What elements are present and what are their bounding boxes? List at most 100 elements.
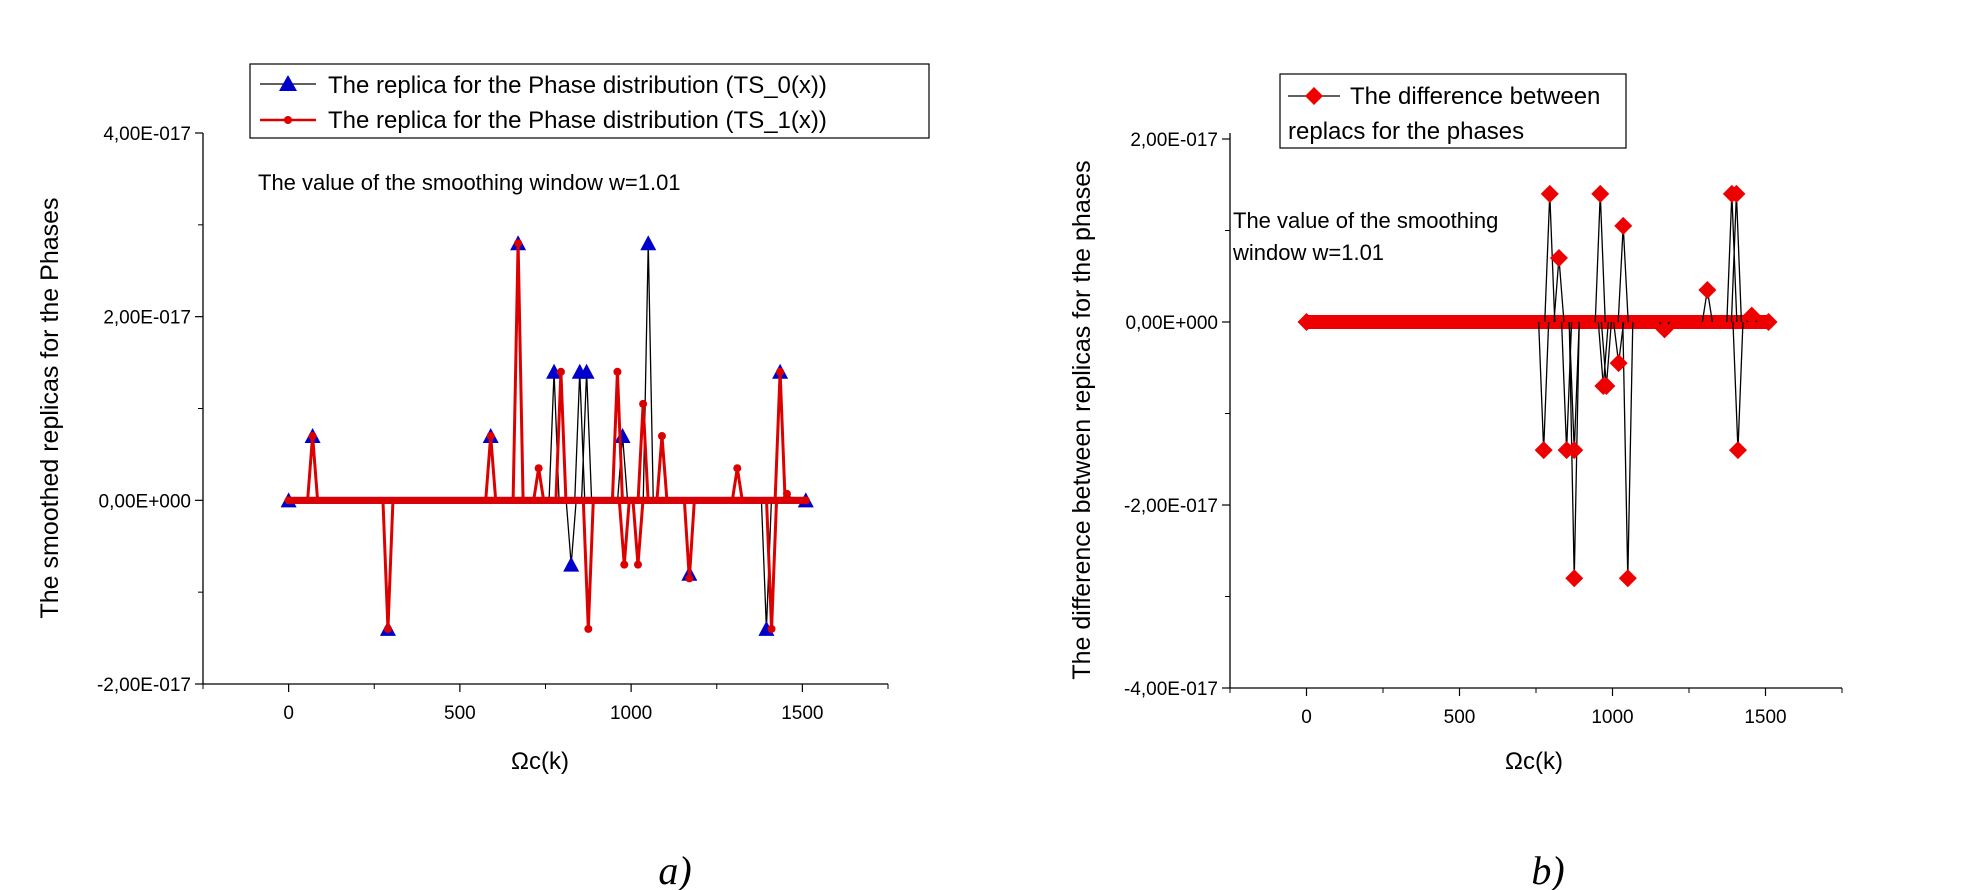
chart-b-x-tick-label: 500 — [1444, 707, 1476, 728]
chart-a-series-1-spike — [631, 500, 645, 565]
chart-b-series-0 — [1297, 184, 1778, 588]
chart-b-y-tick-label: -4,00E-017 — [1124, 679, 1218, 700]
chart-b-series-0-spike — [1732, 321, 1744, 451]
chart-a-y-tick-label: -2,00E-017 — [97, 675, 191, 696]
chart-a-series-1-spike — [655, 435, 669, 501]
chart-a-series-0-point — [546, 363, 563, 379]
panel-label-a: a) — [658, 848, 691, 890]
chart-b-y-label: The difference between replicas for the … — [1068, 160, 1096, 679]
chart-b-legend-box — [1279, 73, 1627, 149]
chart-a-x-tick-label: 1000 — [610, 703, 652, 724]
chart-b-series-0-point — [1618, 569, 1637, 588]
chart-b-x-tick-label: 1500 — [1744, 707, 1786, 728]
chart-a-series-1-spike — [306, 435, 320, 501]
chart-b-series-0-point — [1698, 280, 1717, 299]
chart-a-series-0-spike — [574, 371, 586, 501]
chart-a-series-1-spike — [617, 500, 631, 565]
chart-a-series-1-point — [308, 432, 317, 441]
chart-a-series-1-spike — [511, 243, 525, 501]
chart-a-series-1-point — [782, 489, 791, 498]
chart-b-y-tick-label: -2,00E-017 — [1124, 496, 1218, 517]
chart-a-series-1 — [284, 239, 810, 633]
chart-b-series-0-point — [1609, 354, 1628, 373]
chart-a-x-label: Ωc(k) — [511, 748, 569, 775]
chart-b-series-0-point — [1565, 569, 1584, 588]
chart-b-series-0-point — [1759, 313, 1778, 331]
chart-a-series-1-spike — [610, 371, 624, 501]
chart-a-series-1-point — [801, 496, 810, 505]
chart-b-series-0-point — [1742, 306, 1761, 325]
chart-b-series-0-point — [1565, 441, 1584, 460]
chart-a-series-1-point — [486, 432, 495, 441]
chart-a-legend-marker-1 — [279, 75, 297, 91]
chart-b-legend-label-line-2: replacs for the phases — [1288, 118, 1524, 145]
chart-a-series-0-point — [563, 556, 580, 572]
chart-a-series-0-point — [640, 235, 657, 251]
chart-a-series-1-point — [767, 624, 776, 633]
chart-a-axes — [202, 133, 888, 685]
chart-b-legend-label-line-1: The difference between — [1350, 83, 1600, 110]
chart-b-series-0-point — [1728, 441, 1747, 460]
chart-a-legend-label-2: The replica for the Phase distribution (… — [328, 107, 827, 134]
chart-b-legend: The difference between replacs for the p… — [1279, 73, 1627, 149]
chart-a-series-1-point — [284, 496, 293, 505]
chart-a-ticks: 0 500 1000 1500 -2,00E-017 0,00E+000 2,00E-017… — [97, 124, 889, 724]
chart-a-series-0-spike — [565, 500, 577, 565]
chart-a-series-0-spike — [580, 371, 593, 501]
chart-a-series-1-spike — [765, 500, 779, 629]
chart-a-series-1-point — [534, 464, 543, 473]
chart-b-series-0-point — [1540, 184, 1559, 203]
chart-a-series-0-point — [578, 363, 595, 379]
chart-b-legend-marker — [1305, 87, 1323, 105]
chart-a-series-1-point — [514, 239, 523, 248]
chart-b-x-label: Ωc(k) — [1505, 748, 1563, 775]
chart-a-series-1-point — [620, 560, 629, 569]
chart-b-x-tick-label: 0 — [1301, 707, 1312, 728]
chart-a-legend-marker-2 — [284, 116, 292, 124]
chart-a-legend: The replica for the Phase distribution (… — [249, 63, 930, 139]
chart-b-series-0-spike — [1594, 193, 1606, 323]
chart-a-series-1-point — [657, 432, 666, 441]
chart-a: 0 500 1000 1500 -2,00E-017 0,00E+000 2,00E-017… — [36, 63, 930, 775]
chart-a-x-tick-label: 1500 — [781, 703, 823, 724]
chart-a-series-1-point — [584, 624, 593, 633]
chart-b-series-0-spike — [1617, 225, 1629, 323]
chart-a-series-1-point — [639, 399, 648, 408]
chart-a-series-1-point — [633, 560, 642, 569]
chart-a-series-0-point — [614, 428, 631, 444]
chart-a-y-tick-label: 4,00E-017 — [103, 124, 191, 145]
chart-b-series-0-spike — [1553, 257, 1565, 323]
chart-b-series-0-point — [1655, 320, 1674, 339]
chart-a-series-1-point — [383, 624, 392, 633]
chart-a-series-1-point — [613, 367, 622, 376]
chart-b-annotation-line-2: window w=1.01 — [1232, 240, 1384, 265]
chart-a-series-1-spike — [773, 371, 787, 501]
chart-a-series-1-spike — [532, 467, 546, 501]
chart-b-series-0-point — [1534, 441, 1553, 460]
chart-a-series-1-spike — [730, 467, 744, 501]
chart-a-series-1-spike — [484, 435, 498, 501]
chart-a-y-tick-label: 0,00E+000 — [99, 491, 191, 512]
chart-a-series-1-spike — [581, 500, 595, 629]
chart-b-annotation-line-1: The value of the smoothing — [1233, 208, 1498, 233]
chart-a-series-1-point — [776, 367, 785, 376]
chart-b-series-0-point — [1727, 184, 1746, 203]
chart-b-series-0-point — [1591, 184, 1610, 203]
chart-b-series-0-point — [1549, 248, 1568, 267]
chart-b-x-tick-label: 1000 — [1591, 707, 1633, 728]
chart-a-annotation: The value of the smoothing window w=1.01 — [258, 170, 681, 195]
chart-b-series-0-point — [1297, 313, 1316, 331]
chart-a-series-0 — [280, 235, 814, 636]
chart-a-series-1-point — [556, 367, 565, 376]
chart-b-y-tick-label: 2,00E-017 — [1130, 130, 1218, 151]
chart-b-series-0-spike — [1538, 321, 1550, 451]
chart-b-series-0-point — [1597, 377, 1616, 396]
chart-b-ticks: 0 500 1000 1500 -4,00E-017 -2,00E-017 0,00E+00… — [1124, 130, 1843, 728]
panel-label-b: b) — [1531, 848, 1564, 890]
chart-a-series-1-spike — [554, 371, 568, 501]
chart-b-plot-area — [1297, 184, 1778, 588]
chart-a-x-tick-label: 0 — [283, 703, 294, 724]
chart-a-series-1-point — [685, 574, 694, 583]
chart-a-y-label: The smoothed replicas for the Phases — [36, 197, 64, 618]
